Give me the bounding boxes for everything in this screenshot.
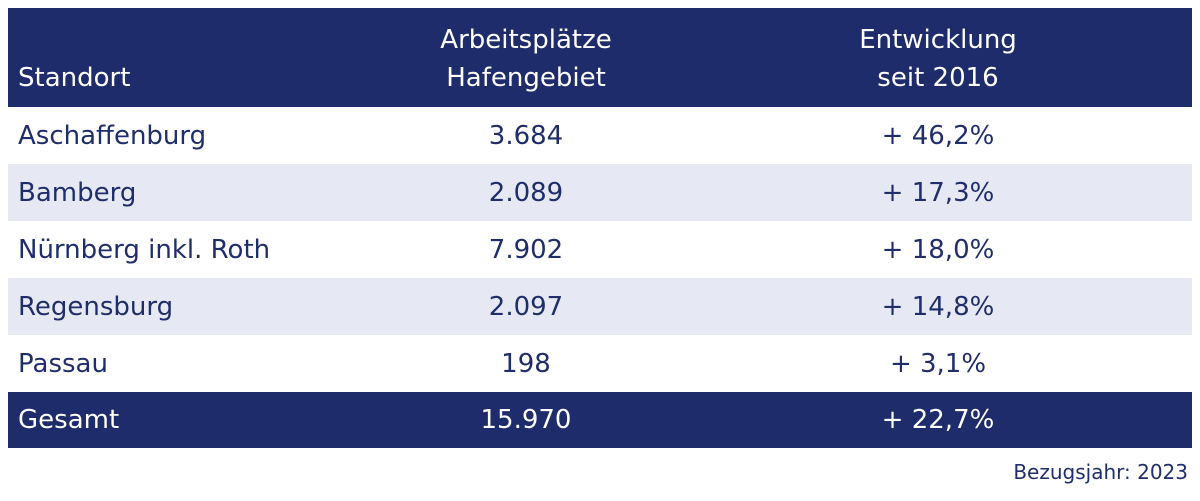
table-cell: Bamberg bbox=[18, 177, 137, 208]
table-cell: + 14,8% bbox=[881, 291, 995, 322]
table-row: Bamberg 2.089 + 17,3% bbox=[8, 164, 1192, 221]
table-row: Regensburg 2.097 + 14,8% bbox=[8, 278, 1192, 335]
total-cell: 15.970 bbox=[480, 405, 572, 435]
table-cell: Nürnberg inkl. Roth bbox=[18, 234, 271, 265]
table-cell: + 46,2% bbox=[881, 120, 995, 151]
table-cell: 2.089 bbox=[488, 177, 564, 208]
table-body: Aschaffenburg 3.684 + 46,2% Bamberg 2.089 + 1… bbox=[8, 107, 1192, 392]
table-cell: Regensburg bbox=[18, 291, 174, 322]
table-cell: Passau bbox=[18, 348, 108, 379]
header-cell: Standort bbox=[18, 63, 131, 93]
total-cell: Gesamt bbox=[18, 405, 120, 435]
header-row: Standort Arbeitsplätze Hafengebiet Entwi… bbox=[8, 8, 1192, 107]
table-cell: 198 bbox=[501, 348, 551, 379]
footnote: Bezugsjahr: 2023 bbox=[1013, 460, 1188, 484]
table-cell: Aschaffenburg bbox=[18, 120, 207, 151]
table: Standort Arbeitsplätze Hafengebiet Entwi… bbox=[8, 8, 1192, 448]
table-row: Nürnberg inkl. Roth 7.902 + 18,0% bbox=[8, 221, 1192, 278]
total-row: Gesamt 15.970 + 22,7% bbox=[8, 392, 1192, 448]
table-cell: 2.097 bbox=[488, 291, 564, 322]
total-cell: + 22,7% bbox=[881, 405, 995, 435]
table-cell: + 3,1% bbox=[889, 348, 987, 379]
table-cell: 3.684 bbox=[488, 120, 564, 151]
table-row: Passau 198 + 3,1% bbox=[8, 335, 1192, 392]
header-cell: Entwicklung seit 2016 bbox=[859, 25, 1017, 93]
table-cell: + 17,3% bbox=[881, 177, 995, 208]
table-cell: + 18,0% bbox=[881, 234, 995, 265]
header-cell: Arbeitsplätze Hafengebiet bbox=[440, 25, 612, 93]
table-cell: 7.902 bbox=[488, 234, 564, 265]
table-row: Aschaffenburg 3.684 + 46,2% bbox=[8, 107, 1192, 164]
